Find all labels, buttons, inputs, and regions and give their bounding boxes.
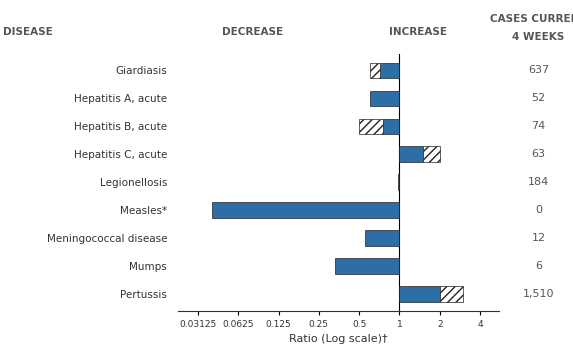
Text: DECREASE: DECREASE bbox=[222, 27, 282, 37]
Bar bbox=[370, 62, 380, 78]
Bar bbox=[213, 202, 399, 218]
Bar bbox=[398, 174, 399, 190]
Bar bbox=[399, 286, 439, 302]
Text: 637: 637 bbox=[528, 65, 549, 75]
Bar bbox=[423, 146, 439, 162]
Bar bbox=[439, 286, 464, 302]
Text: 63: 63 bbox=[532, 149, 545, 159]
Text: DISEASE: DISEASE bbox=[3, 27, 53, 37]
Bar bbox=[383, 119, 399, 134]
Text: 4 WEEKS: 4 WEEKS bbox=[512, 32, 565, 42]
Bar bbox=[399, 146, 423, 162]
Bar bbox=[380, 62, 399, 78]
Text: 12: 12 bbox=[532, 233, 545, 243]
Text: CASES CURRENT: CASES CURRENT bbox=[490, 14, 573, 24]
Text: 74: 74 bbox=[532, 121, 545, 131]
Bar bbox=[370, 91, 399, 106]
Text: INCREASE: INCREASE bbox=[389, 27, 448, 37]
Text: 52: 52 bbox=[532, 93, 545, 103]
Text: 184: 184 bbox=[528, 177, 550, 187]
X-axis label: Ratio (Log scale)†: Ratio (Log scale)† bbox=[289, 334, 387, 344]
Bar bbox=[335, 258, 399, 273]
Text: 6: 6 bbox=[535, 261, 542, 271]
Text: 1,510: 1,510 bbox=[523, 289, 554, 299]
Text: 0: 0 bbox=[535, 205, 542, 215]
Bar bbox=[359, 119, 383, 134]
Bar bbox=[364, 230, 399, 246]
